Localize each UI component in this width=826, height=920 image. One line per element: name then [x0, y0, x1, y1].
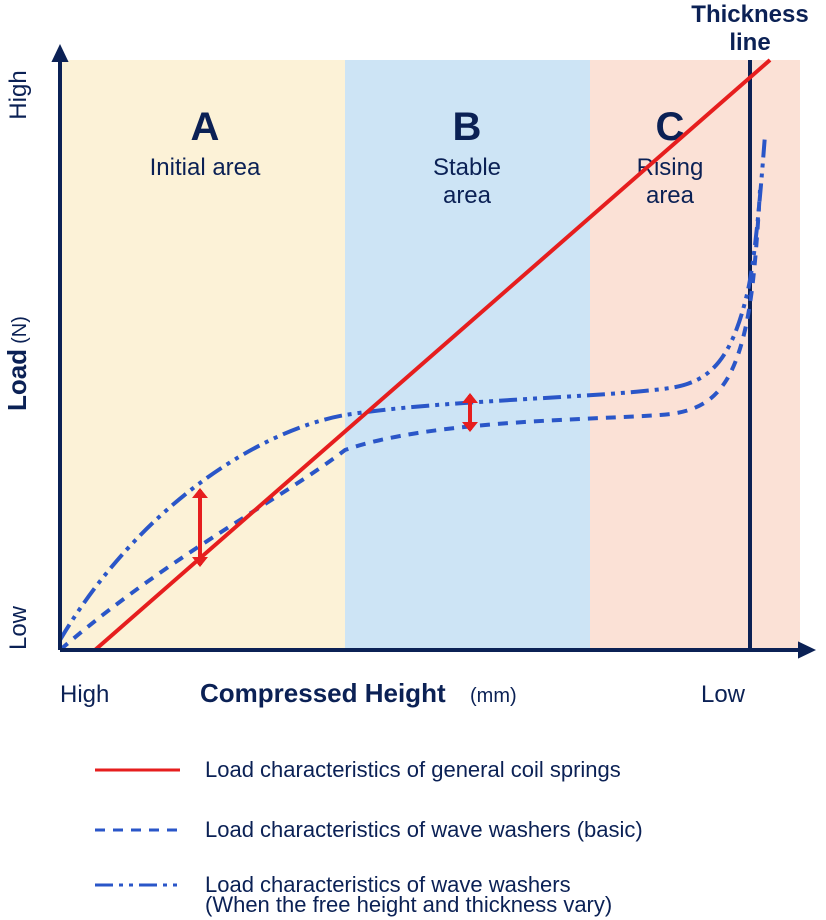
- x-unit: (mm): [470, 685, 517, 707]
- chart-svg: Thickness line A Initial area B Stable a…: [0, 0, 826, 920]
- region-C-fill: [590, 60, 800, 650]
- region-B-letter: B: [453, 105, 482, 149]
- region-C-sub2: area: [646, 182, 695, 209]
- region-B-sub1: Stable: [433, 154, 501, 181]
- thickness-label-1: Thickness: [691, 1, 808, 28]
- region-A-letter: A: [191, 105, 220, 149]
- chart-wrapper: Thickness line A Initial area B Stable a…: [0, 0, 826, 920]
- x-end-low: Low: [701, 681, 746, 708]
- legend: Load characteristics of general coil spr…: [95, 757, 643, 917]
- legend-label-2b: (When the free height and thickness vary…: [205, 892, 612, 917]
- region-B-sub2: area: [443, 182, 492, 209]
- y-unit: (N): [9, 316, 31, 344]
- legend-label-1: Load characteristics of wave washers (ba…: [205, 817, 643, 842]
- y-end-high: High: [5, 70, 32, 119]
- thickness-label-2: line: [729, 29, 770, 56]
- region-A-sub: Initial area: [150, 154, 261, 181]
- x-end-high: High: [60, 681, 109, 708]
- y-label: Load: [2, 349, 32, 411]
- y-end-low: Low: [5, 605, 32, 650]
- legend-label-0: Load characteristics of general coil spr…: [205, 757, 621, 782]
- x-label: Compressed Height: [200, 678, 446, 708]
- region-C-letter: C: [656, 105, 685, 149]
